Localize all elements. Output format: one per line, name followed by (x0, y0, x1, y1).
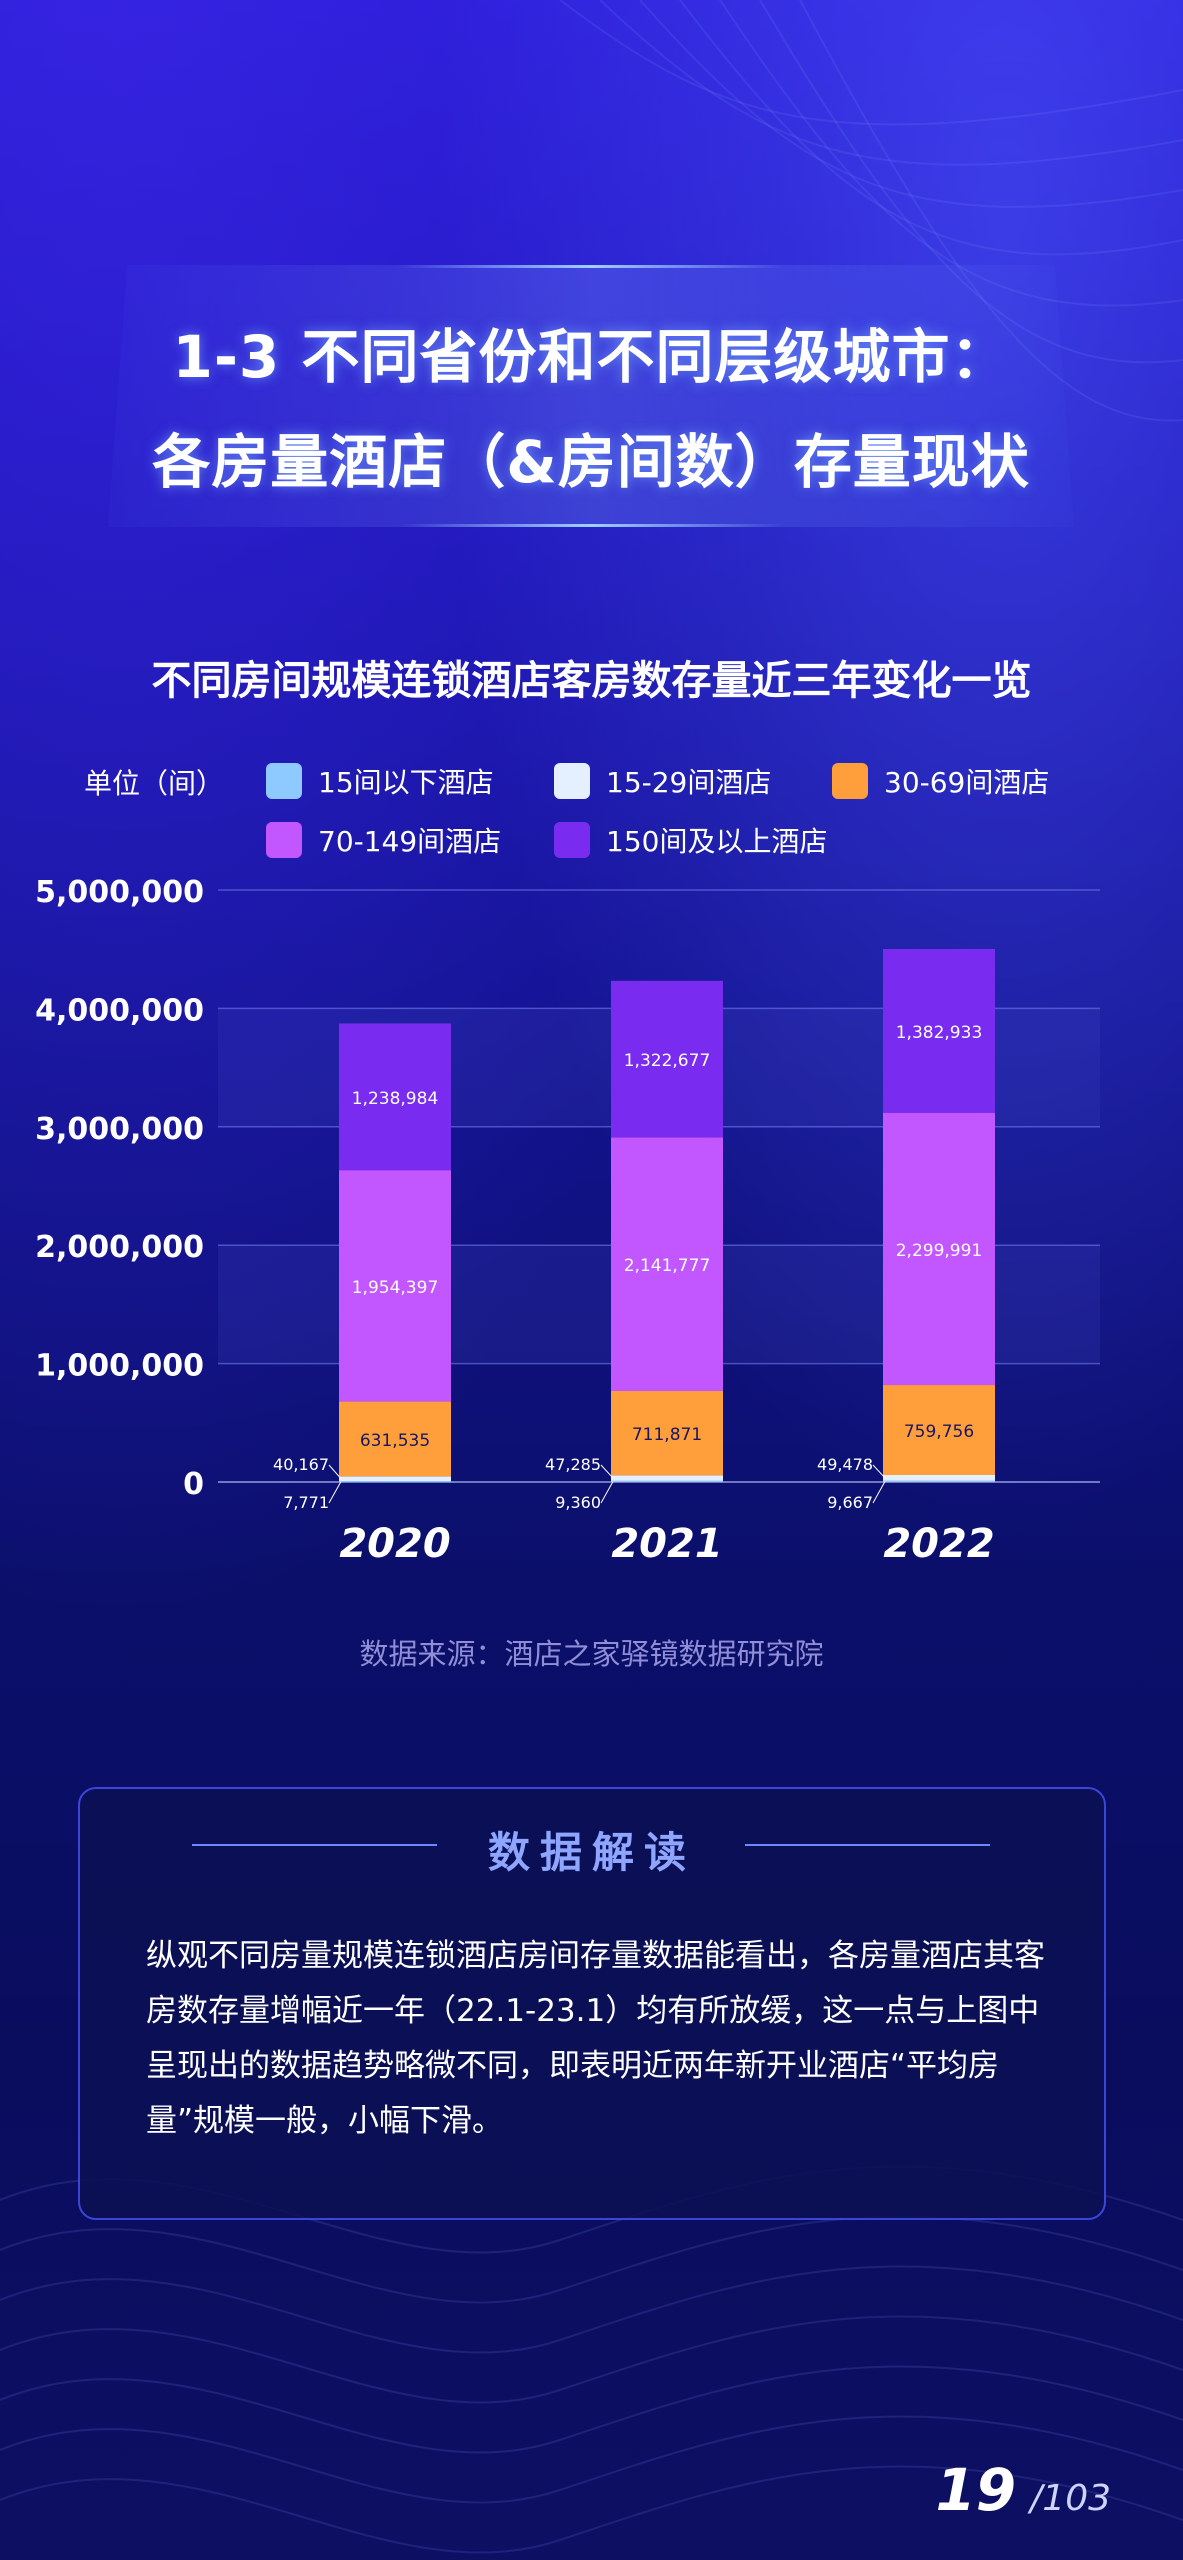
title-glow-top (397, 265, 785, 268)
leader-line (600, 1481, 614, 1504)
interpretation-heading: 数据解读 (487, 1828, 696, 1877)
unit-label: 单位（间） (84, 767, 225, 800)
page-current: 19 (935, 2456, 1017, 2524)
title-panel (108, 265, 1074, 527)
bar-segment (883, 1112, 995, 1386)
data-label: 759,756 (904, 1422, 974, 1442)
legend-item-15-29: 15-29间酒店 (554, 763, 771, 799)
page-title-line-1: 1-3 不同省份和不同层级城市： (172, 323, 1010, 391)
heading-rule-left (192, 1844, 437, 1846)
legend-label: 70-149间酒店 (318, 825, 502, 858)
bar-segment (611, 1480, 723, 1482)
data-label: 631,535 (360, 1431, 430, 1451)
bar-segment (883, 1385, 995, 1475)
bar-segment (883, 948, 995, 1113)
leader-line (328, 1481, 342, 1504)
y-tick-label: 3,000,000 (35, 1112, 204, 1147)
x-tick-label: 2021 (611, 1521, 722, 1567)
data-label: 1,382,933 (896, 1023, 983, 1043)
page-number: 19 /103 (935, 2456, 1111, 2524)
legend-item-150-plus: 150间及以上酒店 (554, 822, 827, 858)
y-tick-label: 0 (183, 1467, 204, 1502)
legend-item-30-69: 30-69间酒店 (832, 763, 1049, 799)
data-source: 数据来源：酒店之家驿镜数据研究院 (359, 1637, 824, 1671)
title-banner: 1-3 不同省份和不同层级城市： 各房量酒店（&房间数）存量现状 (108, 265, 1074, 527)
legend-item-70-149: 70-149间酒店 (266, 822, 501, 858)
bar-segment (339, 1023, 451, 1171)
data-label: 1,322,677 (624, 1051, 711, 1071)
y-tick-label: 1,000,000 (35, 1349, 204, 1384)
title-glow-bottom (397, 524, 785, 527)
data-label: 40,167 (273, 1455, 329, 1474)
interpretation-body: 纵观不同房量规模连锁酒店房间存量数据能看出，各房量酒店其客房数存量增幅近一年（2… (146, 1938, 1045, 2139)
leader-line (872, 1464, 886, 1479)
bar-segment (611, 1475, 723, 1481)
bar-segment (611, 1137, 723, 1392)
bar-segment (883, 1480, 995, 1482)
bar-segment (611, 1391, 723, 1476)
legend-label: 150间及以上酒店 (606, 825, 828, 858)
bar-segment (339, 1401, 451, 1477)
legend-item-under-15: 15间以下酒店 (266, 763, 494, 799)
y-tick-label: 4,000,000 (35, 993, 204, 1028)
data-label: 9,360 (555, 1493, 601, 1512)
page-title-line-2: 各房量酒店（&房间数）存量现状 (152, 428, 1030, 496)
data-label: 2,299,991 (896, 1241, 983, 1261)
legend-label: 15间以下酒店 (318, 766, 494, 799)
leader-line (328, 1464, 342, 1480)
chart-title: 不同房间规模连锁酒店客房数存量近三年变化一览 (151, 658, 1032, 704)
leader-line (872, 1481, 886, 1504)
data-label: 47,285 (545, 1455, 601, 1474)
bar-segment (339, 1481, 451, 1483)
interpretation-box: 数据解读 纵观不同房量规模连锁酒店房间存量数据能看出，各房量酒店其客房数存量增幅… (78, 1787, 1106, 2220)
data-label: 1,954,397 (352, 1278, 439, 1298)
data-label: 2,141,777 (624, 1256, 711, 1276)
legend-label: 30-69间酒店 (884, 766, 1050, 799)
legend-swatch (554, 763, 590, 799)
y-tick-label: 2,000,000 (35, 1230, 204, 1265)
bar-segment (339, 1476, 451, 1482)
data-label: 1,238,984 (352, 1089, 439, 1109)
y-tick-label: 5,000,000 (35, 875, 204, 910)
data-label: 711,871 (632, 1425, 702, 1445)
legend-swatch (832, 763, 868, 799)
x-tick-label: 2020 (339, 1521, 450, 1567)
page-total: /103 (1030, 2478, 1111, 2519)
data-label: 9,667 (827, 1493, 873, 1512)
heading-rule-right (745, 1844, 990, 1846)
bar-segment (611, 980, 723, 1138)
data-label: 7,771 (283, 1493, 329, 1512)
x-tick-label: 2022 (883, 1521, 994, 1567)
stacked-bar-chart: 0 1,000,000 2,000,000 3,000,000 4,000,000 5,0… (35, 875, 1100, 1567)
legend-swatch (266, 822, 302, 858)
bar-segment (339, 1170, 451, 1402)
data-label: 49,478 (817, 1455, 873, 1474)
legend-swatch (266, 763, 302, 799)
bar-segment (883, 1474, 995, 1481)
legend-swatch (554, 822, 590, 858)
leader-line (600, 1464, 614, 1479)
legend-label: 15-29间酒店 (606, 766, 772, 799)
